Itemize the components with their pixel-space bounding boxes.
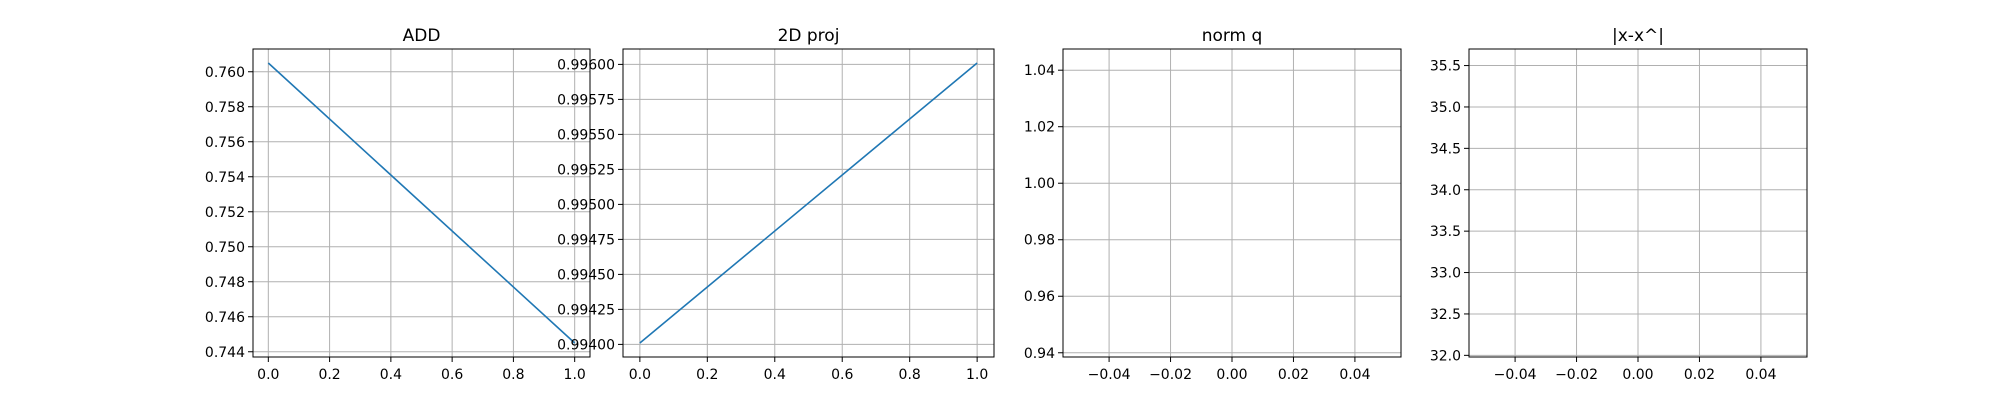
y-tick-label: 0.99400 [557, 337, 615, 353]
y-tick-label: 0.756 [205, 135, 245, 151]
x-tick-label: 0.02 [1278, 367, 1309, 383]
x-tick-label: 0.4 [764, 367, 786, 383]
y-tick-label: 32.5 [1430, 307, 1461, 323]
y-tick-label: 0.94 [1024, 346, 1055, 362]
x-tick-label: −0.04 [1494, 367, 1537, 383]
y-tick-label: 0.750 [205, 240, 245, 256]
series-line [639, 62, 978, 344]
y-tick-label: 0.99450 [557, 267, 615, 283]
y-tick-label: 0.758 [205, 100, 245, 116]
y-tick-label: 0.760 [205, 65, 245, 81]
x-tick-label: 0.0 [257, 367, 279, 383]
subplot-title: 2D proj [778, 26, 840, 46]
y-tick-label: 0.754 [205, 170, 245, 186]
subplot-title: ADD [403, 26, 441, 46]
x-tick-label: 0.2 [318, 367, 340, 383]
y-tick-label: 0.746 [205, 310, 245, 326]
x-tick-label: 0.4 [380, 367, 402, 383]
y-tick-label: 0.752 [205, 205, 245, 221]
subplot-2d-proj: 2D proj 0.0 0.2 0.4 0.6 0.8 1.0 0.99400 0.99425… [557, 26, 995, 383]
y-tick-label: 1.04 [1024, 63, 1055, 79]
subplot-title: norm q [1202, 26, 1263, 46]
x-tick-label: 0.8 [502, 367, 524, 383]
y-tick-label: 0.96 [1024, 289, 1055, 305]
y-tick-label: 0.99600 [557, 57, 615, 73]
x-tick-label: 1.0 [564, 367, 586, 383]
y-tick-label: 0.99550 [557, 127, 615, 143]
x-tick-label: 0.04 [1745, 367, 1776, 383]
y-tick-label: 32.0 [1430, 348, 1461, 364]
subplot-add: ADD 0.0 0.2 0.4 0.6 0.8 1.0 0.744 0.746 0.748 0.7… [205, 26, 591, 383]
y-tick-label: 0.748 [205, 275, 245, 291]
x-tick-label: −0.04 [1088, 367, 1131, 383]
axes-frame [1468, 48, 1808, 358]
y-tick-label: 33.5 [1430, 224, 1461, 240]
subplot-norm-q: norm q −0.04 −0.02 0.00 0.02 0.04 0.94 0.96 0.9… [1024, 26, 1402, 383]
axes-frame [1062, 48, 1402, 358]
x-tick-label: 0.6 [831, 367, 853, 383]
y-tick-label: 1.02 [1024, 120, 1055, 136]
subplot-title: |x-x^| [1612, 26, 1664, 46]
y-tick-label: 0.99500 [557, 197, 615, 213]
y-tick-label: 0.99425 [557, 302, 615, 318]
series-line [267, 62, 576, 344]
y-tick-label: 34.5 [1430, 141, 1461, 157]
subplot-abs-error: |x-x^| −0.04 −0.02 0.00 0.02 0.04 32.0 32.5 33.… [1430, 26, 1808, 383]
x-tick-label: 0.6 [441, 367, 463, 383]
y-tick-label: 0.99525 [557, 162, 615, 178]
y-tick-label: 1.00 [1024, 176, 1055, 192]
x-tick-label: 0.2 [696, 367, 718, 383]
y-tick-label: 0.99575 [557, 92, 615, 108]
y-tick-label: 35.5 [1430, 59, 1461, 75]
axes-frame [622, 48, 995, 358]
x-tick-label: −0.02 [1149, 367, 1192, 383]
y-tick-label: 0.99475 [557, 232, 615, 248]
axes-frame [252, 48, 591, 358]
x-tick-label: 0.0 [629, 367, 651, 383]
x-tick-label: 0.00 [1622, 367, 1653, 383]
x-tick-label: 0.02 [1684, 367, 1715, 383]
y-tick-label: 35.0 [1430, 100, 1461, 116]
y-tick-label: 34.0 [1430, 183, 1461, 199]
x-tick-label: 0.04 [1339, 367, 1370, 383]
y-tick-label: 0.744 [205, 345, 245, 361]
x-tick-label: 0.00 [1216, 367, 1247, 383]
y-tick-label: 33.0 [1430, 266, 1461, 282]
x-tick-label: 0.8 [899, 367, 921, 383]
x-tick-label: −0.02 [1555, 367, 1598, 383]
y-tick-label: 0.98 [1024, 233, 1055, 249]
x-tick-label: 1.0 [966, 367, 988, 383]
